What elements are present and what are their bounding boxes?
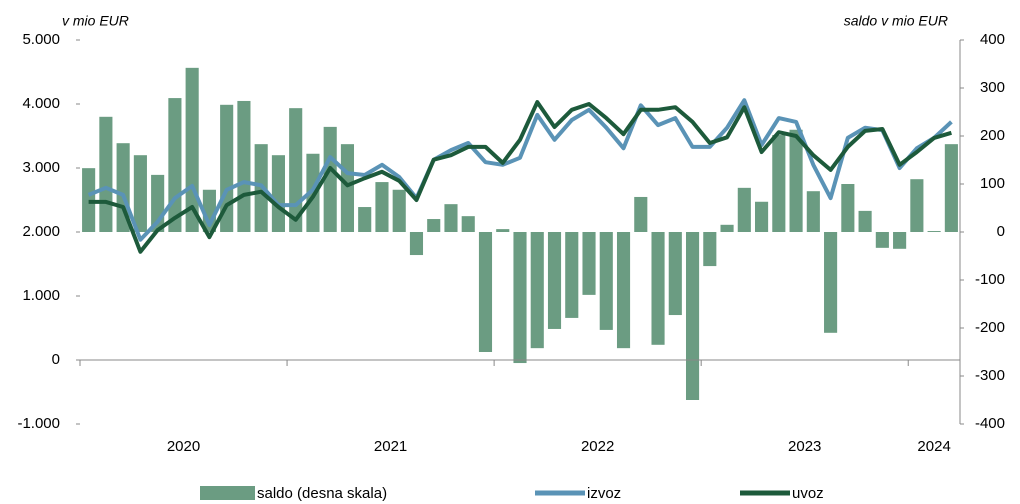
y-tick-label: 5.000 (22, 31, 60, 48)
bar (99, 116, 113, 232)
bar (358, 207, 372, 232)
bar (875, 232, 889, 248)
bar (427, 219, 441, 232)
y2-axis-label: saldo v mio EUR (844, 13, 948, 29)
bar (478, 232, 493, 352)
x-tick-label: 2022 (581, 438, 614, 455)
bar (444, 204, 458, 232)
bar (944, 144, 958, 232)
bar (496, 229, 510, 232)
bar (858, 210, 872, 232)
bar (565, 232, 579, 318)
bar (616, 232, 631, 349)
bar (599, 232, 613, 330)
y2-tick-label: 0 (997, 223, 1005, 240)
bar (772, 135, 786, 232)
y2-tick-label: -200 (975, 319, 1005, 336)
bar (668, 232, 682, 316)
y-tick-label: 1.000 (22, 287, 60, 304)
y-tick-label: 0 (52, 351, 60, 368)
y-tick-label: 3.000 (22, 159, 60, 176)
bar (116, 143, 130, 232)
bar (271, 155, 285, 232)
y2-tick-label: -400 (975, 415, 1005, 432)
y-tick-label: -1.000 (17, 415, 60, 432)
bar (547, 232, 562, 329)
legend-swatch (200, 486, 255, 500)
y2-tick-label: -100 (975, 271, 1005, 288)
x-tick-label: 2024 (917, 438, 950, 455)
bar (789, 129, 803, 232)
legend-label: uvoz (792, 485, 824, 502)
bar (513, 232, 527, 364)
bar (737, 187, 751, 232)
y2-tick-label: 400 (980, 31, 1005, 48)
bar (634, 196, 648, 232)
bar (824, 232, 838, 333)
bar (323, 126, 337, 232)
bar (582, 232, 596, 295)
bar (409, 232, 424, 256)
legend-label: saldo (desna skala) (257, 485, 387, 502)
y2-tick-label: 300 (980, 79, 1005, 96)
y-tick-label: 2.000 (22, 223, 60, 240)
bar (910, 179, 924, 232)
bar (755, 201, 769, 232)
legend-label: izvoz (587, 485, 621, 502)
y2-tick-label: 100 (980, 175, 1005, 192)
bar (237, 100, 251, 233)
y-axis-label: v mio EUR (62, 13, 129, 29)
bar (651, 232, 665, 345)
bar (168, 98, 182, 232)
bar (133, 155, 147, 232)
bar (340, 144, 355, 232)
bar (461, 216, 475, 232)
x-tick-label: 2023 (788, 438, 821, 455)
x-tick-label: 2020 (167, 438, 200, 455)
x-tick-label: 2021 (374, 438, 407, 455)
bar (685, 232, 700, 400)
line (88, 100, 952, 254)
bar (927, 231, 941, 232)
bar (841, 184, 855, 232)
bar (703, 232, 717, 267)
y-tick-label: 4.000 (22, 95, 60, 112)
y2-tick-label: -300 (975, 367, 1005, 384)
bar (392, 189, 406, 232)
bar (893, 232, 907, 249)
bar (375, 182, 389, 232)
bar (530, 232, 544, 349)
bar (720, 224, 734, 232)
y2-tick-label: 200 (980, 127, 1005, 144)
bar (806, 191, 820, 232)
